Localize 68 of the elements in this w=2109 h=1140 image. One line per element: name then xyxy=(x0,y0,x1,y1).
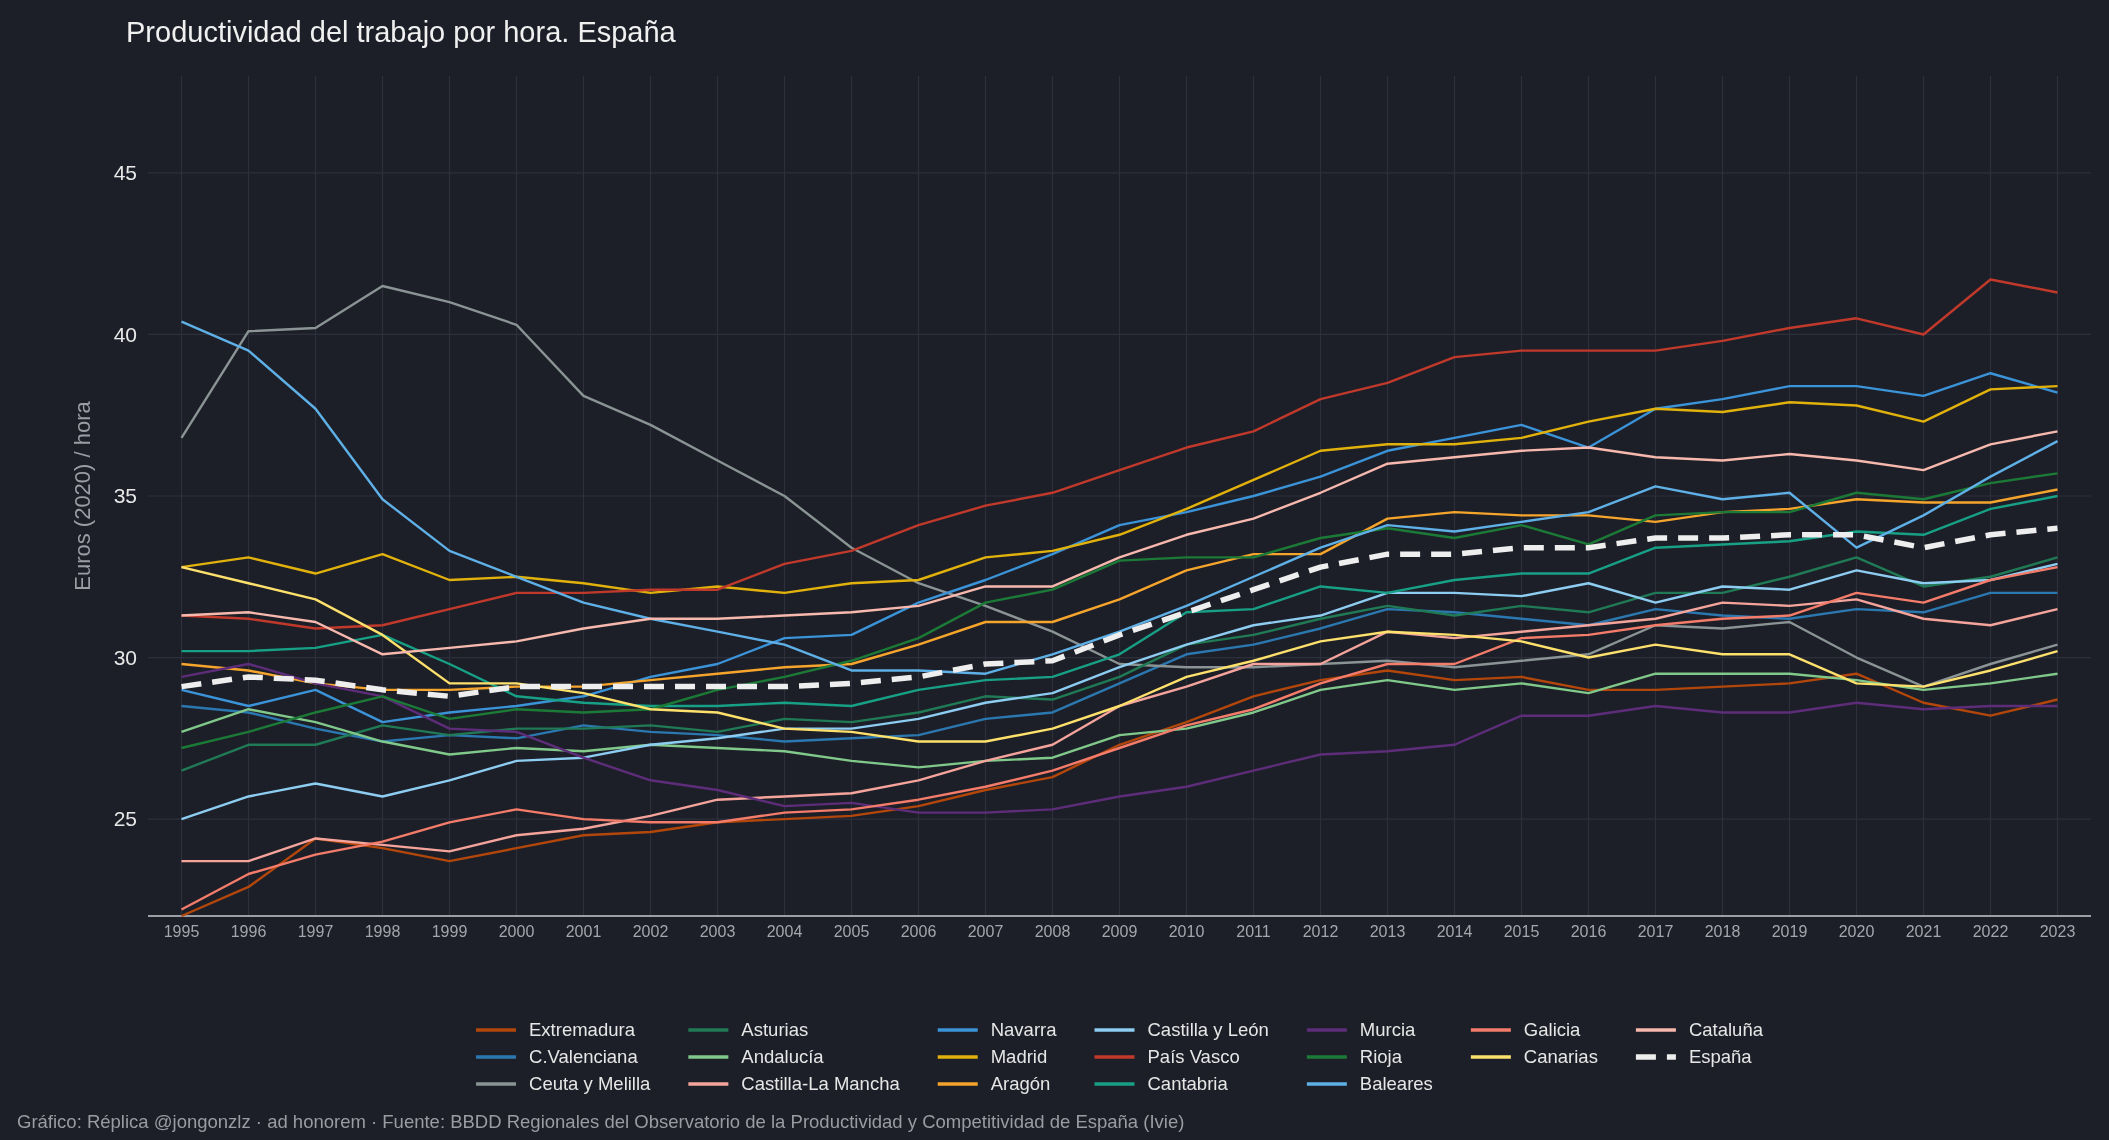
text: Gráfico: Réplica @jongonzlz · ad honorem · Fuente: BBDD Regionales del Observatorio de la Productividad y Competitividad de España (Ivie) xyxy=(17,1111,1185,1132)
legend-label: Canarias xyxy=(1523,1046,1598,1068)
line-series xyxy=(180,278,2059,630)
line-series xyxy=(180,384,2059,595)
y-tick-label: 35 xyxy=(113,484,137,508)
legend-label: Navarra xyxy=(990,1019,1058,1041)
legend-label: Murcia xyxy=(1359,1019,1417,1041)
legend-label: Galicia xyxy=(1523,1019,1582,1041)
x-tick-label: 2022 xyxy=(1972,923,2009,940)
line-series xyxy=(180,672,2059,769)
x-tick-label: 2011 xyxy=(1236,923,1271,940)
y-axis-title: Euros (2020) / hora xyxy=(70,400,95,591)
x-tick-label: 2021 xyxy=(1905,923,1942,940)
x-tick-label: 2009 xyxy=(1101,923,1138,940)
x-tick-label: 2008 xyxy=(1034,923,1071,940)
x-tick-label: 2014 xyxy=(1436,923,1473,940)
x-tick-label: 2006 xyxy=(900,923,937,940)
x-tick-label: 2013 xyxy=(1369,923,1406,940)
x-tick-label: 1998 xyxy=(364,923,401,940)
x-tick-label: 1999 xyxy=(431,923,468,940)
x-tick-label: 2017 xyxy=(1637,923,1674,940)
x-tick-label: 2012 xyxy=(1302,923,1339,940)
x-tick-label: 1997 xyxy=(297,923,334,940)
x-tick-label: 2018 xyxy=(1704,923,1741,940)
x-tick-label: 2003 xyxy=(699,923,736,940)
x-tick-label: 2005 xyxy=(833,923,870,940)
x-tick-label: 2023 xyxy=(2039,923,2076,940)
x-tick-label: 1996 xyxy=(230,923,267,940)
legend-label: Rioja xyxy=(1359,1046,1403,1068)
legend-label: País Vasco xyxy=(1147,1046,1240,1068)
legend-label: Asturias xyxy=(741,1019,809,1041)
y-tick-label: 30 xyxy=(113,645,137,669)
line-series xyxy=(180,372,2059,724)
x-tick-label: 2002 xyxy=(632,923,669,940)
x-tick-label: 2010 xyxy=(1168,923,1205,940)
y-tick-label: 25 xyxy=(113,807,137,831)
line-series xyxy=(180,430,2059,656)
legend-label: Extremadura xyxy=(529,1019,636,1041)
legend-label: Cataluña xyxy=(1688,1019,1764,1041)
legend-label: Aragón xyxy=(990,1073,1051,1095)
legend-label: Ceuta y Melilla xyxy=(529,1073,652,1095)
line-series xyxy=(180,565,2059,911)
legend-label: Madrid xyxy=(990,1046,1048,1068)
legend-label: Castilla-La Mancha xyxy=(741,1073,901,1095)
legend-label: España xyxy=(1688,1046,1753,1068)
line-series xyxy=(180,556,2059,772)
legend-label: Castilla y León xyxy=(1147,1019,1269,1041)
chart-title: Productividad del trabajo por hora. España xyxy=(126,16,677,48)
legend-label: Cantabria xyxy=(1147,1073,1229,1095)
x-tick-label: 1995 xyxy=(163,923,200,940)
x-tick-label: 2000 xyxy=(498,923,535,940)
x-tick-label: 2016 xyxy=(1570,923,1607,940)
line-series xyxy=(180,598,2059,863)
y-tick-label: 40 xyxy=(113,322,137,346)
x-tick-label: 2001 xyxy=(565,923,602,940)
x-tick-label: 2015 xyxy=(1503,923,1540,940)
x-tick-label: 2019 xyxy=(1771,923,1808,940)
legend-label: Baleares xyxy=(1359,1073,1433,1095)
line-series xyxy=(180,562,2059,821)
legend-label: Andalucía xyxy=(741,1046,825,1068)
line-series xyxy=(180,472,2059,750)
line-series xyxy=(180,669,2059,918)
line-series xyxy=(180,662,2059,814)
x-tick-label: 2020 xyxy=(1838,923,1875,940)
x-tick-label: 2004 xyxy=(766,923,803,940)
y-tick-label: 45 xyxy=(113,161,137,185)
x-tick-label: 2007 xyxy=(967,923,1004,940)
legend-label: C.Valenciana xyxy=(529,1046,639,1068)
